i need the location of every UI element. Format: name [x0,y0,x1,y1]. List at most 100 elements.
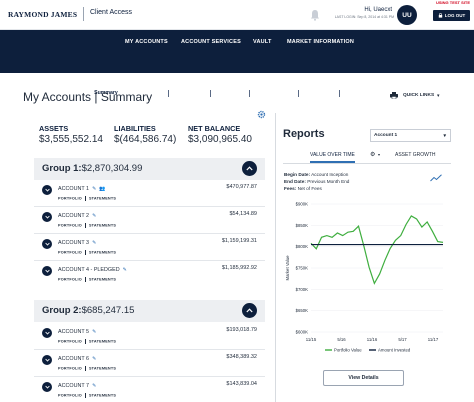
nav-account-services[interactable]: ACCOUNT SERVICES [181,39,241,45]
tab-value-over-time[interactable]: VALUE OVER TIME [310,152,355,163]
reports-title: Reports [283,128,325,140]
expand-button[interactable] [42,185,52,195]
chevron-down-icon [44,358,50,362]
view-details-button[interactable]: View Details [323,370,404,386]
net-balance-label: NET BALANCE [188,124,241,133]
group-value: $685,247.15 [81,305,135,316]
account-row[interactable]: ACCOUNT 3 ✎ PORTFOLIO STATEMENTS $1,159,19… [34,235,265,261]
gear-icon[interactable] [257,110,266,119]
tab-asset-growth[interactable]: ASSET GROWTH [395,152,436,158]
expand-button[interactable] [42,355,52,365]
account-row[interactable]: ACCOUNT 1 ✎ 👥 PORTFOLIO STATEMENTS $470,977… [34,181,265,207]
statements-link[interactable]: STATEMENTS [88,277,117,282]
portfolio-link[interactable]: PORTFOLIO [58,196,82,201]
line-chart-icon[interactable] [430,174,442,182]
expand-button[interactable] [42,266,52,276]
chevron-down-icon [44,269,50,273]
statements-link[interactable]: STATEMENTS [88,196,117,201]
account-row[interactable]: ACCOUNT 4 - PLEDGED ✎ PORTFOLIO STATEMENTS… [34,262,265,288]
statements-link[interactable]: STATEMENTS [88,250,117,255]
avatar[interactable]: UU [397,5,417,25]
collapse-button[interactable] [242,161,257,176]
x-tick-label: 11/16 [367,337,378,342]
subnav-divider [210,90,211,97]
account-value: $1,159,199.31 [221,238,257,244]
gear-icon[interactable]: ⚙ [370,152,376,158]
chevron-down-icon [44,385,50,389]
quick-links-button[interactable]: QUICK LINKS [403,93,435,98]
chevron-down-icon [44,331,50,335]
account-links: PORTFOLIO STATEMENTS [58,250,116,255]
portfolio-link[interactable]: PORTFOLIO [58,223,82,228]
legend-label: Amount Invested [378,348,411,353]
people-icon[interactable]: 👥 [99,186,106,192]
tab-documents[interactable]: Documents [260,90,288,96]
tab-funds-transfer[interactable]: Funds Transfer [349,90,385,96]
portfolio-link[interactable]: PORTFOLIO [58,393,82,398]
statements-link[interactable]: STATEMENTS [88,223,117,228]
main-nav: MY ACCOUNTS ACCOUNT SERVICES VAULT MARKE… [0,30,474,101]
y-tick-label: $750K [296,266,309,271]
subnav-divider [339,90,340,97]
account-name[interactable]: ACCOUNT 2 [58,213,90,219]
expand-button[interactable] [42,382,52,392]
tab-bill-pay[interactable]: Bill Pay [309,90,327,96]
tab-goals[interactable]: Goals [223,90,237,96]
x-tick-label: 11/17 [428,337,439,342]
pencil-icon[interactable]: ✎ [92,240,97,246]
logout-button[interactable]: LOG OUT [433,10,470,21]
expand-button[interactable] [42,212,52,222]
portfolio-link[interactable]: PORTFOLIO [58,339,82,344]
account-value: $54,134.89 [229,211,257,217]
header-divider [83,7,84,21]
account-row[interactable]: ACCOUNT 7 ✎ PORTFOLIO STATEMENTS $143,839.… [34,378,265,402]
account-links: PORTFOLIO STATEMENTS [58,393,116,398]
pencil-icon[interactable]: ✎ [92,356,97,362]
expand-button[interactable] [42,328,52,338]
account-name[interactable]: ACCOUNT 5 [58,329,90,335]
account-name[interactable]: ACCOUNT 1 [58,186,90,192]
end-date: End Date: Previous Month End [284,179,349,184]
account-select[interactable]: Account 1 ▾ [370,129,451,142]
assets-value: $3,555,552.14 [39,134,103,145]
account-row[interactable]: ACCOUNT 2 ✎ PORTFOLIO STATEMENTS $54,134.8… [34,208,265,234]
tab-portfolio[interactable]: Portfolio [138,90,158,96]
account-name[interactable]: ACCOUNT 3 [58,240,90,246]
pencil-icon[interactable]: ✎ [92,186,97,192]
expand-button[interactable] [42,239,52,249]
collapse-button[interactable] [242,303,257,318]
account-row[interactable]: ACCOUNT 6 ✎ PORTFOLIO STATEMENTS $348,389.… [34,351,265,377]
pencil-icon[interactable]: ✎ [122,267,127,273]
chevron-down-icon[interactable]: ▾ [378,152,381,157]
account-name[interactable]: ACCOUNT 7 [58,383,90,389]
brand-logo[interactable]: RAYMOND JAMES [8,10,78,19]
subnav-divider [168,90,169,97]
nav-vault[interactable]: VAULT [253,39,272,45]
portfolio-link[interactable]: PORTFOLIO [58,366,82,371]
pencil-icon[interactable]: ✎ [92,383,97,389]
tab-analysis[interactable]: Analysis [175,90,195,96]
statements-link[interactable]: STATEMENTS [88,339,117,344]
group-header[interactable]: Group 1:$2,870,304.99 [34,158,265,180]
account-row[interactable]: ACCOUNT 5 ✎ PORTFOLIO STATEMENTS $193,018.… [34,324,265,350]
account-links: PORTFOLIO STATEMENTS [58,223,116,228]
nav-my-accounts[interactable]: MY ACCOUNTS [125,39,168,45]
portfolio-link[interactable]: PORTFOLIO [58,250,82,255]
statements-link[interactable]: STATEMENTS [88,393,117,398]
print-icon[interactable] [390,92,398,99]
account-name[interactable]: ACCOUNT 4 - PLEDGED [58,267,120,273]
legend-label: Portfolio Value [334,348,362,353]
group-header[interactable]: Group 2:$685,247.15 [34,300,265,322]
nav-market-information[interactable]: MARKET INFORMATION [287,39,355,45]
y-axis-label: Market Value [285,255,290,281]
assets-label: ASSETS [39,124,69,133]
pencil-icon[interactable]: ✎ [92,213,97,219]
statements-link[interactable]: STATEMENTS [88,366,117,371]
liabilities-label: LIABILITIES [114,124,156,133]
tab-summary[interactable]: Summary [84,85,128,101]
page-title: My Accounts | Summary [23,90,153,104]
pencil-icon[interactable]: ✎ [92,329,97,335]
bell-icon[interactable] [310,9,320,21]
portfolio-link[interactable]: PORTFOLIO [58,277,82,282]
account-name[interactable]: ACCOUNT 6 [58,356,90,362]
